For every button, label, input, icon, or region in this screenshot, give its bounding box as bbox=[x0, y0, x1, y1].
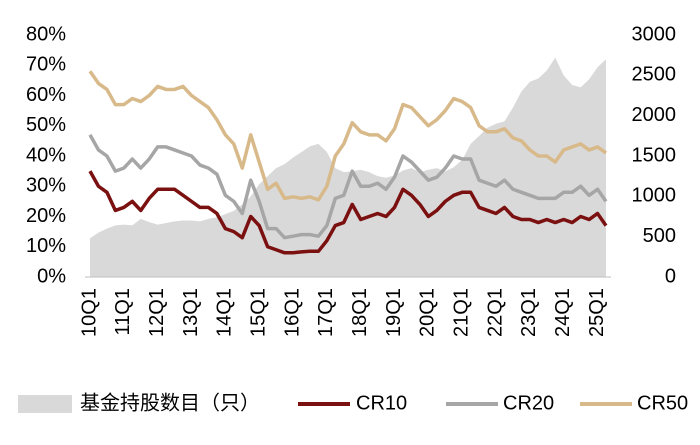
y2-tick-label: 3000 bbox=[632, 23, 677, 45]
y2-tick-label: 1000 bbox=[632, 185, 677, 207]
y-tick-label: 30% bbox=[26, 175, 66, 197]
y2-tick-label: 0 bbox=[665, 265, 676, 287]
y-tick-label: 80% bbox=[26, 23, 66, 45]
y-tick-label: 70% bbox=[26, 54, 66, 76]
y-tick-label: 10% bbox=[26, 235, 66, 257]
x-tick-label: 16Q1 bbox=[281, 288, 303, 337]
y-tick-label: 0% bbox=[37, 265, 66, 287]
legend-label: CR10 bbox=[356, 392, 407, 414]
y2-tick-label: 500 bbox=[643, 225, 676, 247]
y-tick-label: 60% bbox=[26, 84, 66, 106]
x-tick-label: 23Q1 bbox=[518, 288, 540, 337]
legend-label: 基金持股数目（只） bbox=[80, 391, 260, 414]
area bbox=[90, 57, 606, 277]
x-tick-label: 22Q1 bbox=[484, 288, 506, 337]
legend-label: CR20 bbox=[503, 392, 554, 414]
y-tick-label: 40% bbox=[26, 144, 66, 166]
line bbox=[88, 133, 608, 240]
line bbox=[88, 70, 608, 202]
x-tick-label: 15Q1 bbox=[247, 288, 269, 337]
x-tick-label: 25Q1 bbox=[586, 288, 608, 337]
y-tick-label: 20% bbox=[26, 205, 66, 227]
x-tick-label: 21Q1 bbox=[450, 288, 472, 337]
y2-tick-label: 1500 bbox=[632, 144, 677, 166]
legend-swatch bbox=[18, 395, 72, 413]
x-tick-label: 10Q1 bbox=[78, 288, 100, 337]
x-tick-label: 11Q1 bbox=[112, 288, 134, 335]
y2-tick-label: 2000 bbox=[632, 104, 677, 126]
legend-label: CR50 bbox=[637, 392, 688, 414]
x-tick-label: 19Q1 bbox=[383, 288, 405, 337]
line bbox=[88, 170, 608, 255]
x-tick-label: 20Q1 bbox=[417, 288, 439, 337]
x-tick-label: 13Q1 bbox=[180, 288, 202, 337]
x-tick-label: 14Q1 bbox=[214, 288, 236, 337]
x-tick-label: 18Q1 bbox=[349, 288, 371, 337]
x-tick-label: 12Q1 bbox=[146, 288, 168, 337]
y-tick-label: 50% bbox=[26, 114, 66, 136]
x-tick-label: 24Q1 bbox=[552, 288, 574, 337]
y2-tick-label: 2500 bbox=[632, 64, 677, 86]
x-tick-label: 17Q1 bbox=[315, 288, 337, 337]
